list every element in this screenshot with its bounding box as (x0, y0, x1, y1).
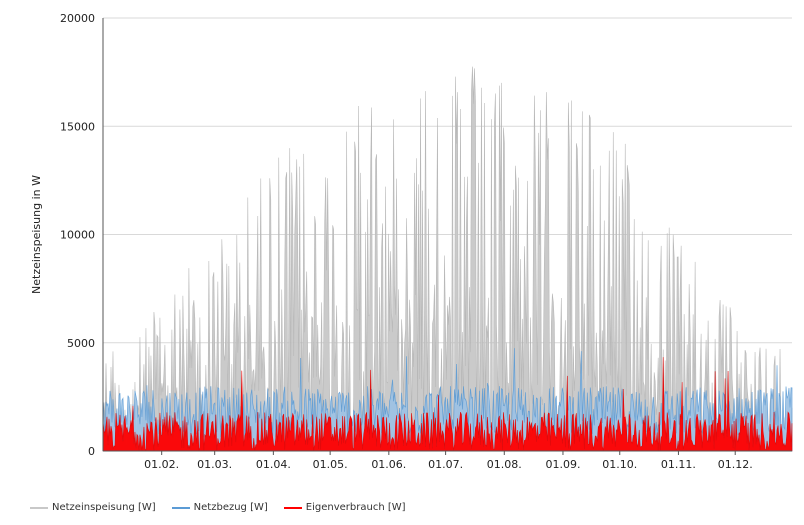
legend-item-eigenverbrauch[interactable]: Eigenverbrauch [W] (283, 502, 406, 513)
x-tick-label: 01.11. (661, 458, 696, 471)
x-tick-label: 01.02. (144, 458, 179, 471)
y-tick-label: 20000 (60, 12, 95, 25)
legend-item-netzeinspeisung[interactable]: Netzeinspeisung [W] (30, 502, 156, 513)
x-tick-label: 01.12. (718, 458, 753, 471)
x-tick-label: 01.09. (545, 458, 580, 471)
legend-label-netzeinspeisung: Netzeinspeisung [W] (52, 502, 156, 513)
series-netzbezug (102, 348, 793, 452)
legend: Netzeinspeisung [W] Netzbezug [W] Eigenv… (30, 502, 406, 513)
y-axis-title: Netzeinspeisung in W (30, 175, 43, 294)
legend-swatch-eigenverbrauch (283, 506, 302, 509)
y-tick-label: 15000 (60, 120, 95, 133)
y-tick-label: 5000 (67, 337, 95, 350)
x-tick-label: 01.10. (602, 458, 637, 471)
legend-item-netzbezug[interactable]: Netzbezug [W] (171, 502, 268, 513)
legend-swatch-netzeinspeisung (30, 506, 48, 509)
y-tick-label: 0 (88, 445, 95, 458)
x-tick-label: 01.07. (428, 458, 463, 471)
x-tick-label: 01.05. (313, 458, 348, 471)
x-tick-label: 01.06. (371, 458, 406, 471)
series-eigenverbrauch (102, 357, 793, 452)
legend-label-eigenverbrauch: Eigenverbrauch [W] (305, 502, 406, 513)
legend-swatch-netzbezug (171, 506, 190, 509)
x-tick-label: 01.08. (487, 458, 522, 471)
x-tick-label: 01.04. (256, 458, 291, 471)
legend-label-netzbezug: Netzbezug [W] (193, 502, 268, 513)
x-tick-label: 01.03. (197, 458, 232, 471)
y-tick-label: 10000 (60, 229, 95, 242)
series-netzeinspeisung (102, 66, 793, 452)
